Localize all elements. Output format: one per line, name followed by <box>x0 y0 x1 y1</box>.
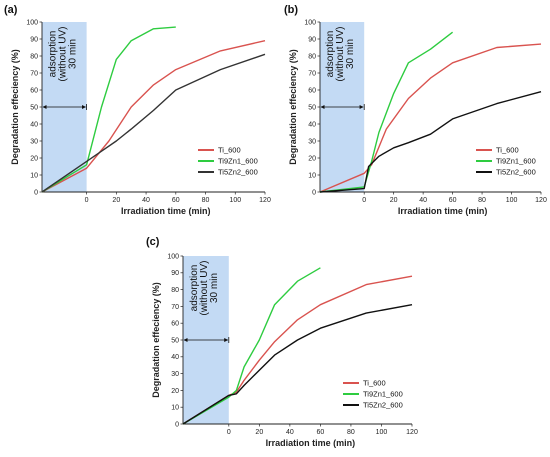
legend-label: Ti5Zn2_600 <box>363 401 403 410</box>
y-tick-label: 70 <box>308 70 316 77</box>
y-tick-label: 20 <box>308 155 316 162</box>
y-tick-label: 50 <box>308 104 316 111</box>
y-tick-label: 40 <box>30 121 38 128</box>
y-tick-label: 50 <box>30 104 38 111</box>
y-tick-label: 40 <box>171 354 179 361</box>
annotation-line: (without UV) <box>199 260 210 315</box>
adsorption-annotation: adsorption(without UV)30 min <box>47 26 78 81</box>
series-line-ti5zn2_600 <box>182 304 413 425</box>
series-line-ti9zn1_600 <box>182 267 321 425</box>
y-tick-label: 0 <box>34 189 38 196</box>
y-tick-label: 90 <box>171 270 179 277</box>
annotation-line: 30 min <box>345 39 356 69</box>
adsorption-annotation: adsorption(without UV)30 min <box>189 260 220 315</box>
y-tick-label: 80 <box>30 53 38 60</box>
y-tick-label: 90 <box>30 36 38 43</box>
x-tick-label: 20 <box>390 197 398 204</box>
y-tick-label: 10 <box>308 172 316 179</box>
y-tick-label: 0 <box>175 421 179 428</box>
annotation-line: adsorption <box>325 31 336 78</box>
annotation-line: adsorption <box>47 31 58 78</box>
y-tick-label: 20 <box>171 388 179 395</box>
legend-label: Ti9Zn1_600 <box>496 157 536 166</box>
panel-label: (a) <box>4 4 18 16</box>
x-axis-label: Irradiation time (min) <box>121 206 211 216</box>
legend-label: Ti_600 <box>496 146 519 155</box>
y-tick-label: 60 <box>30 87 38 94</box>
x-tick-label: 60 <box>449 197 457 204</box>
legend-label: Ti5Zn2_600 <box>218 168 258 177</box>
x-tick-label: 0 <box>227 429 231 436</box>
y-tick-label: 20 <box>30 155 38 162</box>
y-tick-label: 60 <box>171 321 179 328</box>
x-tick-label: 40 <box>419 197 427 204</box>
y-tick-label: 60 <box>308 87 316 94</box>
x-tick-label: 40 <box>286 429 294 436</box>
y-axis-label: Degradation effeciency (%) <box>288 49 298 165</box>
x-tick-label: 20 <box>255 429 263 436</box>
x-axis-label: Irradiation time (min) <box>266 438 356 448</box>
y-tick-label: 30 <box>171 371 179 378</box>
y-tick-label: 50 <box>171 337 179 344</box>
x-tick-label: 40 <box>142 197 150 204</box>
x-tick-label: 100 <box>506 197 518 204</box>
legend-label: Ti9Zn1_600 <box>218 157 258 166</box>
annotation-line: 30 min <box>209 273 220 303</box>
legend-label: Ti_600 <box>363 379 386 388</box>
annotation-line: (without UV) <box>335 26 346 81</box>
panel-c: adsorption(without UV)30 min 0 10 20 30 40 50 6… <box>146 236 418 448</box>
y-tick-label: 100 <box>167 253 179 260</box>
x-tick-label: 60 <box>317 429 325 436</box>
x-tick-label: 0 <box>362 197 366 204</box>
y-tick-label: 90 <box>308 36 316 43</box>
x-tick-label: 120 <box>406 429 418 436</box>
y-tick-label: 100 <box>304 19 316 26</box>
y-tick-label: 80 <box>308 53 316 60</box>
y-tick-label: 80 <box>171 287 179 294</box>
adsorption-annotation: adsorption(without UV)30 min <box>325 26 356 81</box>
series-line-ti_600 <box>319 43 542 193</box>
series-line-ti5zn2_600 <box>41 53 266 193</box>
x-tick-label: 60 <box>172 197 180 204</box>
x-tick-label: 120 <box>259 197 271 204</box>
x-tick-label: 0 <box>85 197 89 204</box>
legend-label: Ti5Zn2_600 <box>496 168 536 177</box>
y-tick-label: 30 <box>308 138 316 145</box>
y-tick-label: 70 <box>30 70 38 77</box>
y-tick-label: 10 <box>171 405 179 412</box>
x-tick-label: 80 <box>202 197 210 204</box>
panel-b: adsorption(without UV)30 min 0 10 20 30 40 50 6… <box>284 4 547 216</box>
y-tick-label: 0 <box>312 189 316 196</box>
y-tick-label: 40 <box>308 121 316 128</box>
annotation-line: (without UV) <box>57 26 68 81</box>
panel-a: adsorption(without UV)30 min 0 10 20 30 40 50 6… <box>4 4 271 216</box>
x-tick-label: 20 <box>112 197 120 204</box>
panel-label: (c) <box>146 236 160 248</box>
y-tick-label: 10 <box>30 172 38 179</box>
y-tick-label: 70 <box>171 304 179 311</box>
annotation-line: adsorption <box>189 265 200 312</box>
x-tick-label: 80 <box>478 197 486 204</box>
x-tick-label: 100 <box>229 197 241 204</box>
x-tick-label: 120 <box>535 197 547 204</box>
x-tick-label: 80 <box>347 429 355 436</box>
y-axis-label: Degradation effeciency (%) <box>10 49 20 165</box>
x-axis-label: Irradiation time (min) <box>398 206 488 216</box>
legend-label: Ti_600 <box>218 146 241 155</box>
legend-label: Ti9Zn1_600 <box>363 390 403 399</box>
y-tick-label: 30 <box>30 138 38 145</box>
y-axis-label: Degradation effeciency (%) <box>151 282 161 398</box>
series-line-ti_600 <box>41 40 266 193</box>
x-tick-label: 100 <box>376 429 388 436</box>
series-line-ti9zn1_600 <box>41 26 176 193</box>
y-tick-label: 100 <box>26 19 38 26</box>
series-line-ti5zn2_600 <box>319 91 542 193</box>
panel-label: (b) <box>284 4 298 16</box>
annotation-line: 30 min <box>67 39 78 69</box>
